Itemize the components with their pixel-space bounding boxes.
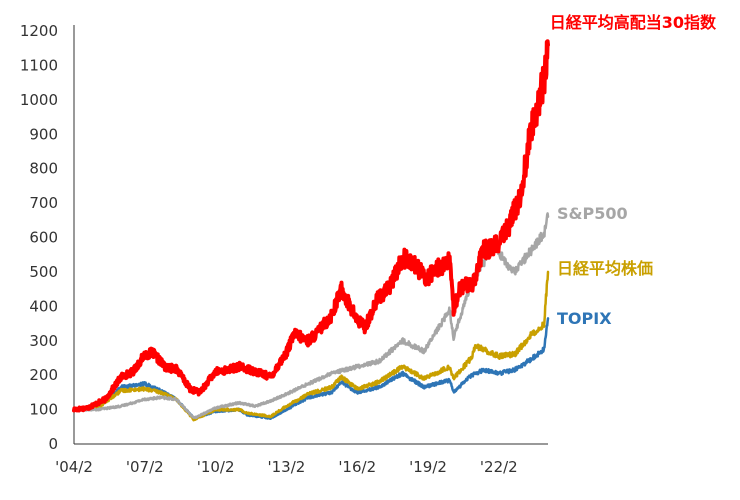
y-tick-label: 200: [29, 366, 58, 384]
y-tick-label: 0: [48, 435, 58, 453]
series-label: TOPIX: [557, 309, 612, 328]
y-tick-label: 600: [29, 229, 58, 247]
series-line: [72, 270, 550, 422]
x-tick-label: '04/2: [55, 458, 93, 476]
series-label: 日経平均高配当30指数: [550, 13, 717, 32]
x-axis-ticks: '04/2 '07/2 '10/2 '13/2 '16/2 '19/2 '22/2: [55, 458, 518, 476]
y-tick-label: 1200: [20, 22, 58, 40]
x-tick-label: '10/2: [197, 458, 235, 476]
series-label: 日経平均株価: [557, 259, 653, 278]
y-axis-ticks: 0 100 200 300 400 500 600 700 800 900 1000 1100 1200: [20, 22, 58, 453]
y-tick-label: 500: [29, 263, 58, 281]
series-labels: 日経平均高配当30指数 S&P500 日経平均株価 TOPIX: [550, 13, 717, 328]
y-tick-label: 400: [29, 297, 58, 315]
y-tick-label: 300: [29, 332, 58, 350]
y-tick-label: 800: [29, 160, 58, 178]
y-tick-label: 1100: [20, 56, 58, 74]
x-tick-label: '07/2: [126, 458, 164, 476]
axes: [73, 25, 548, 445]
x-tick-label: '13/2: [268, 458, 306, 476]
x-tick-label: '19/2: [409, 458, 447, 476]
x-tick-label: '16/2: [338, 458, 376, 476]
y-tick-label: 700: [29, 194, 58, 212]
series-line: [72, 39, 550, 413]
y-tick-label: 1000: [20, 91, 58, 109]
series-label: S&P500: [557, 204, 628, 223]
y-tick-label: 100: [29, 401, 58, 419]
y-tick-label: 900: [29, 125, 58, 143]
x-tick-label: '22/2: [480, 458, 518, 476]
series: [72, 39, 550, 422]
